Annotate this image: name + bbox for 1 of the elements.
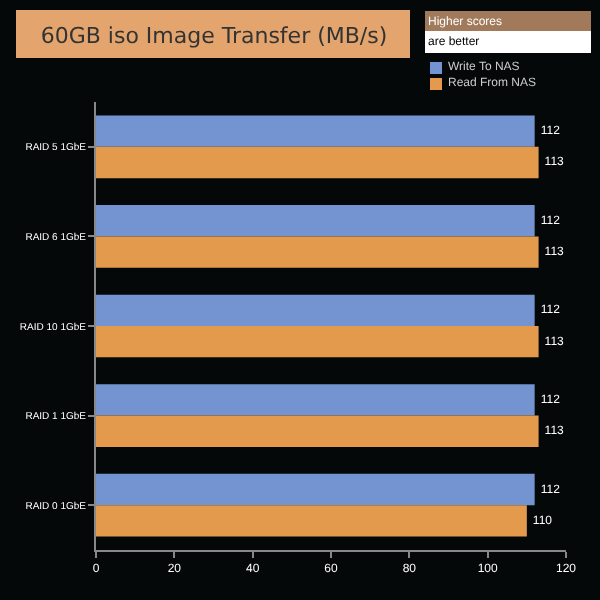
chart-title: 60GB iso Image Transfer (MB/s): [40, 22, 388, 49]
